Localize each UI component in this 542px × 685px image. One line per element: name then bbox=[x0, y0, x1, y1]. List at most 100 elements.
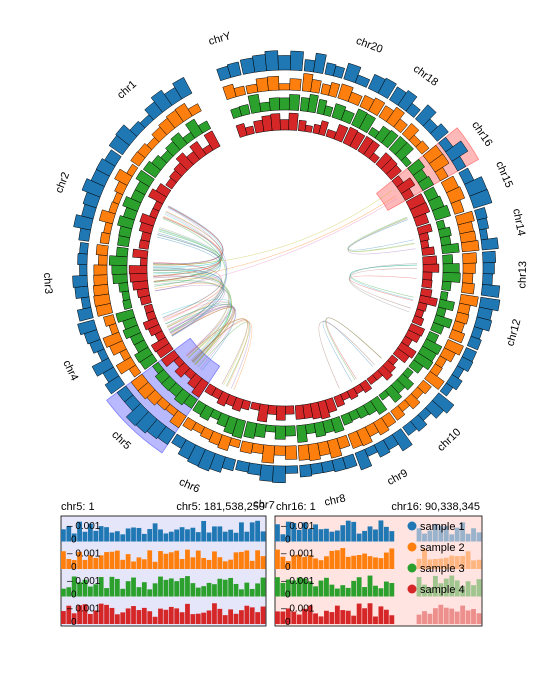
bar bbox=[450, 199, 465, 215]
link bbox=[153, 270, 225, 336]
panel-bar bbox=[77, 551, 82, 569]
panel-bar bbox=[367, 575, 373, 597]
chromosome-label-chr20: chr20 bbox=[354, 35, 384, 56]
panel-bar bbox=[174, 581, 180, 597]
panel-bar bbox=[217, 608, 223, 624]
chromosome-label-chr6: chr6 bbox=[177, 476, 201, 496]
panel-bar bbox=[351, 615, 357, 624]
link bbox=[153, 234, 221, 267]
panel-bar bbox=[296, 577, 302, 597]
bar bbox=[313, 52, 327, 74]
bar bbox=[402, 420, 418, 436]
ytick-label: – 0.001 bbox=[67, 521, 101, 532]
track-1-chr3 bbox=[72, 242, 94, 322]
panel-bar bbox=[438, 558, 444, 569]
panel-bar bbox=[71, 533, 77, 542]
panel-bar bbox=[329, 612, 335, 624]
ytick-label: 0 bbox=[71, 590, 77, 601]
chromosome-label-chr18: chr18 bbox=[411, 63, 440, 89]
panel-bar bbox=[136, 527, 142, 542]
panel-bar bbox=[190, 614, 196, 624]
track-2-chrX bbox=[245, 75, 302, 95]
panel-bar bbox=[66, 605, 72, 624]
chr16-start-label: chr16: 1 bbox=[276, 501, 316, 513]
link bbox=[153, 206, 224, 282]
panel-bar bbox=[141, 533, 147, 542]
link bbox=[167, 303, 232, 356]
panel-bar bbox=[152, 523, 158, 542]
panel-bar bbox=[131, 527, 136, 542]
link bbox=[170, 306, 235, 363]
bar bbox=[115, 308, 136, 323]
panel-bar bbox=[432, 608, 438, 624]
track-3-chr1 bbox=[142, 118, 212, 179]
panel-bar bbox=[443, 607, 449, 624]
bar bbox=[303, 59, 316, 73]
link bbox=[191, 319, 248, 385]
panel-bar bbox=[356, 577, 362, 597]
panel-bar bbox=[255, 520, 261, 542]
panel-bar bbox=[87, 523, 93, 542]
bar bbox=[93, 264, 108, 276]
track-4-chr21 bbox=[312, 120, 329, 137]
panel-bar bbox=[471, 608, 476, 624]
circos-plot: chr1 chr2 chr3 chr4 chr5 chr6 chr7 chr8 chr9 chr1… bbox=[41, 30, 529, 512]
panel-bar bbox=[61, 588, 66, 597]
track-2-chr20 bbox=[337, 83, 363, 107]
link bbox=[347, 217, 415, 252]
panel-bar bbox=[190, 557, 196, 569]
panel-track-2 bbox=[275, 548, 482, 569]
panel-bar bbox=[296, 554, 302, 569]
bar bbox=[340, 109, 355, 125]
bar bbox=[462, 272, 474, 284]
track-1-chr19 bbox=[367, 73, 397, 99]
bar bbox=[439, 291, 449, 301]
bar bbox=[442, 263, 460, 274]
link bbox=[349, 275, 417, 301]
panel-bar bbox=[443, 557, 449, 569]
bar bbox=[126, 163, 139, 177]
bar bbox=[112, 273, 128, 285]
panel-bar bbox=[104, 527, 109, 542]
link bbox=[168, 306, 237, 370]
bar bbox=[289, 78, 302, 91]
legend-label: sample 2 bbox=[420, 542, 465, 554]
chromosome-label-chr16: chr16 bbox=[469, 119, 494, 149]
bar bbox=[415, 140, 430, 155]
panel-bar bbox=[275, 524, 280, 542]
panel-bar bbox=[195, 613, 201, 624]
bar bbox=[160, 349, 180, 368]
track-1-chr14 bbox=[474, 207, 499, 251]
panel-bar bbox=[147, 611, 153, 624]
link bbox=[349, 264, 417, 300]
bar bbox=[259, 464, 274, 482]
panel-bar bbox=[131, 606, 136, 624]
track-3-chr18 bbox=[367, 125, 399, 149]
panel-bar bbox=[152, 616, 158, 624]
panel-bar bbox=[93, 530, 99, 542]
bar bbox=[482, 250, 496, 264]
bar bbox=[441, 280, 452, 292]
link bbox=[154, 229, 222, 287]
bar bbox=[222, 83, 237, 101]
panel-bar bbox=[125, 528, 131, 542]
panel-bar bbox=[104, 604, 109, 624]
bar bbox=[122, 299, 133, 310]
track-1-chr7 bbox=[235, 459, 299, 484]
panel-bar bbox=[383, 609, 389, 624]
track-1-chr18 bbox=[388, 86, 421, 118]
legend-label: sample 1 bbox=[420, 521, 465, 533]
panel-bar bbox=[334, 588, 340, 597]
panel-bar bbox=[66, 587, 72, 597]
bar bbox=[270, 113, 281, 131]
track-3-chr12 bbox=[430, 291, 455, 335]
panel-bar bbox=[324, 528, 329, 542]
link bbox=[325, 317, 382, 380]
track-1-chr6 bbox=[171, 433, 237, 473]
track-3-chr5 bbox=[152, 361, 198, 409]
panel-bar bbox=[280, 582, 286, 597]
panel-bar bbox=[114, 578, 120, 597]
panel-bar bbox=[367, 556, 373, 569]
panel-bar bbox=[222, 561, 228, 569]
track-3-chr11 bbox=[408, 331, 443, 374]
